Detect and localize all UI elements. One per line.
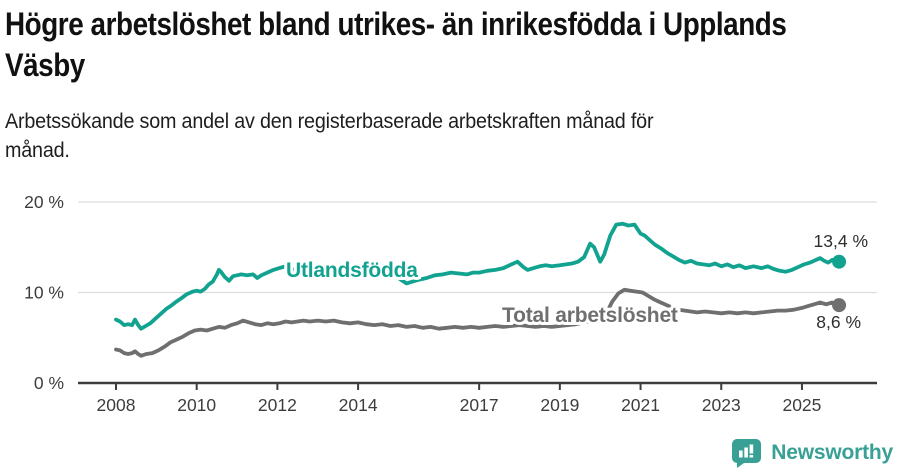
newsworthy-logo-icon xyxy=(732,439,762,468)
series-end-dot xyxy=(832,298,847,313)
line-chart-canvas: 0 % 10 % 20 % 2008 2010 2012 2014 2017 2019 2021 2… xyxy=(24,192,877,415)
y-tick-label: 20 % xyxy=(24,192,64,212)
series-line-utlandsf-dda xyxy=(114,221,841,331)
series-end-value: 8,6 % xyxy=(816,312,861,332)
logo-bar-2 xyxy=(744,447,749,458)
x-tick-label: 2017 xyxy=(460,395,499,415)
brand-name: Newsworthy xyxy=(771,441,893,464)
chart-subtitle: Arbetssökande som andel av den registerb… xyxy=(5,107,654,165)
series-line-total-arbetsl-shet xyxy=(114,287,841,358)
x-tick-label: 2021 xyxy=(621,395,660,415)
logo-exclamation-dot xyxy=(749,455,754,458)
page-title: Högre arbetslöshet bland utrikes- än inr… xyxy=(5,4,787,86)
line-chart: 0 % 10 % 20 % 2008 2010 2012 2014 2017 2019 2021 2… xyxy=(0,185,900,425)
x-tick-label: 2010 xyxy=(177,395,216,415)
x-tick-label: 2023 xyxy=(702,395,741,415)
series-label: Utlandsfödda xyxy=(286,259,418,282)
x-tick-label: 2014 xyxy=(339,395,378,415)
subtitle-line-2: månad. xyxy=(5,139,70,162)
title-line-1: Högre arbetslöshet bland utrikes- än inr… xyxy=(5,6,787,42)
logo-exclamation-bar xyxy=(749,444,754,454)
series-end-dot xyxy=(832,254,847,269)
brand-footer: Newsworthy xyxy=(731,438,893,468)
x-tick-label: 2019 xyxy=(540,395,579,415)
y-tick-label: 0 % xyxy=(34,373,64,393)
series-end-value: 13,4 % xyxy=(814,231,868,251)
logo-bar-1 xyxy=(739,450,743,458)
x-tick-label: 2025 xyxy=(782,395,821,415)
x-tick-label: 2008 xyxy=(97,395,136,415)
y-tick-label: 10 % xyxy=(24,283,64,303)
series-label: Total arbetslöshet xyxy=(502,304,678,327)
subtitle-line-1: Arbetssökande som andel av den registerb… xyxy=(5,110,654,133)
x-tick-label: 2012 xyxy=(258,395,297,415)
title-line-2: Väsby xyxy=(5,47,85,83)
